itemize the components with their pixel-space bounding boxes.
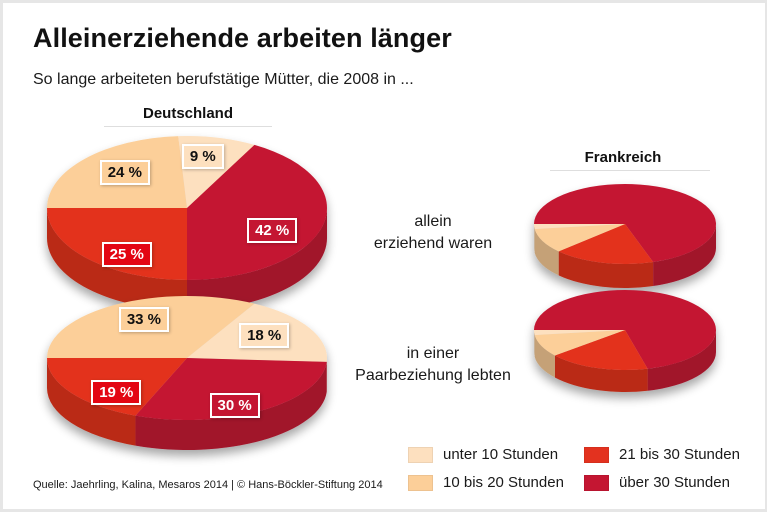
pie-slice-10bis20: [534, 224, 625, 252]
pie-frankreich-couple: [534, 290, 717, 392]
pie-side-21bis30: [554, 355, 648, 392]
pie-data-label-unter10: 18 %: [239, 323, 290, 349]
chart-subtitle: So lange arbeiteten berufstätige Mütter,…: [33, 71, 414, 88]
pie-slice-10bis20: [534, 330, 625, 356]
chart-title: Alleinerziehende arbeiten länger: [33, 23, 452, 53]
group-label-couple: in einer Paarbeziehung lebten: [338, 343, 528, 387]
legend-swatch: [584, 446, 609, 463]
legend-label: über 30 Stunden: [619, 474, 730, 491]
group-label-line: in einer: [406, 345, 460, 362]
pie-side-21bis30: [47, 208, 187, 310]
country-divider-deutschland: [104, 126, 272, 127]
legend-swatch: [408, 446, 433, 463]
pie-data-label-unter10: 9 %: [181, 144, 224, 170]
pie-side-ueber30: [135, 361, 327, 450]
legend-item-21bis30: 21 bis 30 Stunden: [584, 446, 740, 463]
group-label-line: Paarbeziehung lebten: [355, 367, 511, 384]
pie-side-21bis30: [47, 358, 136, 446]
pie-data-label-21bis30: 19 %: [91, 380, 142, 406]
legend-item-10bis20: 10 bis 20 Stunden: [408, 474, 564, 491]
pie-side-unter10: [534, 224, 535, 254]
legend-item-unter10: unter 10 Stunden: [408, 446, 558, 463]
pie-side-10bis20: [534, 335, 555, 378]
pie-data-label-21bis30: 25 %: [101, 241, 152, 267]
country-label-deutschland: Deutschland: [142, 105, 233, 122]
pie-deutschland-couple: [47, 296, 327, 450]
country-divider-frankreich: [550, 170, 710, 171]
pie-data-label-10bis20: 33 %: [118, 306, 170, 332]
pie-side-ueber30: [187, 208, 327, 310]
pie-slice-ueber30: [534, 183, 716, 263]
source-note: Quelle: Jaehrling, Kalina, Mesaros 2014 …: [33, 479, 383, 491]
pie-side-ueber30: [647, 330, 716, 391]
legend-label: 21 bis 30 Stunden: [619, 446, 740, 463]
legend-swatch: [584, 474, 609, 491]
legend-swatch: [408, 474, 433, 491]
legend-label: 10 bis 20 Stunden: [443, 474, 564, 491]
pie-side-21bis30: [558, 251, 654, 289]
pie-data-label-ueber30: 42 %: [247, 217, 298, 243]
pie-side-10bis20: [534, 229, 559, 276]
pie-slice-ueber30: [187, 144, 328, 280]
pie-slice-ueber30: [135, 358, 327, 420]
legend-label: unter 10 Stunden: [443, 446, 559, 463]
legend-item-ueber30: über 30 Stunden: [584, 474, 730, 491]
pie-slice-unter10: [534, 330, 625, 336]
pie-data-label-10bis20: 24 %: [99, 159, 150, 185]
pie-frankreich-single-parent: [534, 183, 716, 289]
country-label-frankreich: Frankreich: [584, 149, 662, 166]
group-label-line: erziehend waren: [373, 235, 493, 252]
group-label-line: allein: [414, 213, 452, 230]
group-label-single-parent: allein erziehend waren: [343, 211, 523, 255]
pie-side-ueber30: [653, 224, 716, 287]
pie-data-label-ueber30: 30 %: [209, 392, 260, 418]
pie-slice-ueber30: [534, 290, 717, 369]
pie-slice-21bis30: [558, 224, 654, 264]
pie-side-unter10: [534, 330, 535, 358]
pie-slice-21bis30: [554, 330, 648, 370]
pie-slice-unter10: [534, 224, 625, 230]
